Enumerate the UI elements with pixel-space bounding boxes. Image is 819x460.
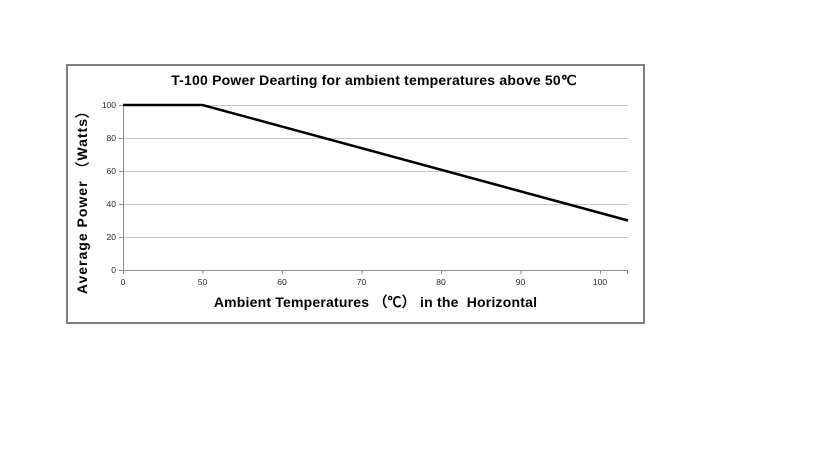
x-tick-label: 60	[277, 277, 287, 287]
y-tick-label: 80	[106, 132, 116, 143]
x-tick-label: 80	[436, 277, 446, 287]
y-tick-label: 100	[101, 99, 116, 110]
x-tick-label: 90	[515, 277, 526, 287]
y-tick-label: 60	[106, 165, 116, 176]
chart-container: T-100 Power Dearting for ambient tempera…	[66, 64, 645, 324]
y-tick-label: 0	[111, 264, 116, 275]
x-tick-label: 70	[356, 277, 367, 287]
data-line	[123, 103, 629, 222]
x-tick-label: 100	[592, 277, 608, 287]
x-tick-label: 0	[120, 277, 126, 287]
plot-area	[119, 103, 629, 274]
y-tick-label: 40	[106, 198, 116, 209]
x-axis-title: Ambient Temperatures （℃） in the Horizont…	[213, 294, 538, 310]
x-tick-label: 50	[197, 277, 208, 287]
y-tick-label: 20	[106, 231, 116, 242]
chart-title: T-100 Power Dearting for ambient tempera…	[171, 72, 577, 88]
